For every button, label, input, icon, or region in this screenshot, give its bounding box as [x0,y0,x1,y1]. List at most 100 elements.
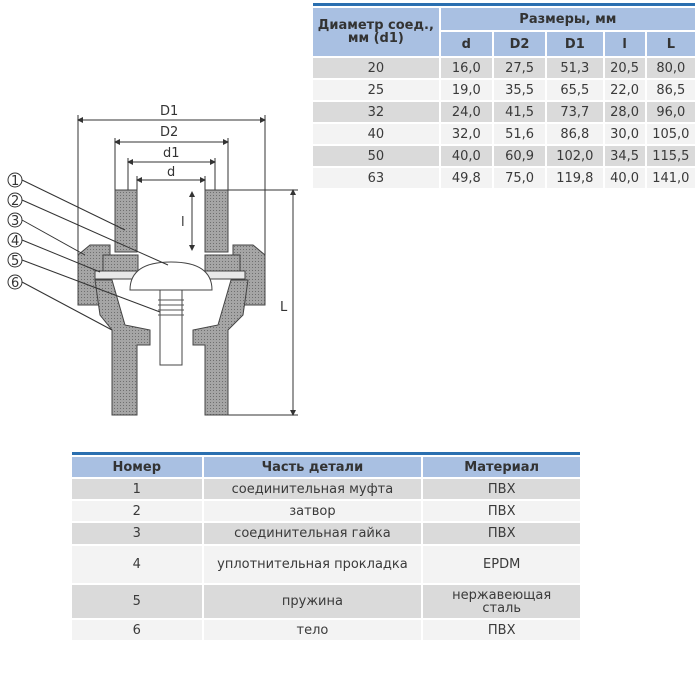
table-cell: 24,0 [440,102,492,122]
table-cell: 65,5 [547,80,603,100]
callout-6: 6 [7,274,23,291]
table-row: 3 соединительная гайка ПВХ [72,523,580,544]
header-col-d: d [440,32,492,56]
dims-table-top-bar [313,3,695,6]
table-cell: пружина [203,585,422,618]
table-cell: 40,0 [440,146,492,166]
table-cell: 96,0 [646,102,695,122]
dim-d1: d1 [163,146,180,161]
dimensions-table: Диаметр соед., мм (d1) Размеры, мм d D2 D1… [311,6,697,190]
table-cell: 20,5 [604,58,645,78]
table-cell: 80,0 [646,58,695,78]
dim-L: L [280,300,288,315]
table-row: 50 40,0 60,9 102,0 34,5 115,5 [313,146,695,166]
header-col-L: L [646,32,695,56]
table-cell: 3 [72,523,202,544]
table-cell: соединительная муфта [203,479,422,499]
table-cell: 30,0 [604,124,645,144]
header-0: Номер [72,457,202,477]
table-row: 5 пружина нержавеющая сталь [72,585,580,618]
svg-text:1: 1 [11,174,19,189]
callouts: 1 2 3 4 5 6 [7,172,23,291]
table-cell: 35,5 [493,80,546,100]
table-cell: 16,0 [440,58,492,78]
table-cell: 32,0 [440,124,492,144]
table-row: 25 19,0 35,5 65,5 22,0 86,5 [313,80,695,100]
table-cell: 40 [313,124,439,144]
table-row: 20 16,0 27,5 51,3 20,5 80,0 [313,58,695,78]
table-cell: 40,0 [604,168,645,188]
table-cell: 73,7 [547,102,603,122]
table-cell: 28,0 [604,102,645,122]
header-diameter: Диаметр соед., мм (d1) [313,8,439,56]
callout-leaders [21,179,169,331]
header-col-l: l [604,32,645,56]
table-cell: нержавеющая сталь [423,585,580,618]
table-cell: 119,8 [547,168,603,188]
dim-d: d [167,165,175,180]
table-cell: 102,0 [547,146,603,166]
table-row: 32 24,0 41,5 73,7 28,0 96,0 [313,102,695,122]
table-cell: 60,9 [493,146,546,166]
table-row: 40 32,0 51,6 86,8 30,0 105,0 [313,124,695,144]
table-cell: 34,5 [604,146,645,166]
table-cell: 41,5 [493,102,546,122]
table-row: 1 соединительная муфта ПВХ [72,479,580,499]
valve-body [77,189,266,416]
header-col-D1: D1 [547,32,603,56]
table-cell: ПВХ [423,479,580,499]
table-cell: 51,6 [493,124,546,144]
valve-disc [94,261,246,366]
table-cell: 20 [313,58,439,78]
svg-text:5: 5 [11,254,19,269]
table-cell: тело [203,620,422,640]
check-valve-drawing: D1 D2 d1 d l L 1 2 3 4 5 6 [7,104,298,416]
table-cell: 2 [72,501,202,521]
table-cell: 75,0 [493,168,546,188]
dimension-lines [77,115,298,416]
table-cell: 49,8 [440,168,492,188]
callout-2: 2 [7,192,23,209]
table-cell: 1 [72,479,202,499]
callout-1: 1 [7,172,23,189]
table-cell: 19,0 [440,80,492,100]
table-cell: ПВХ [423,523,580,544]
table-cell: затвор [203,501,422,521]
table-cell: ПВХ [423,501,580,521]
svg-text:2: 2 [11,194,19,209]
table-cell: 105,0 [646,124,695,144]
table-cell: 6 [72,620,202,640]
table-cell: 22,0 [604,80,645,100]
table-row: 2 затвор ПВХ [72,501,580,521]
table-cell: EPDM [423,546,580,583]
table-cell: 141,0 [646,168,695,188]
table-cell: 86,5 [646,80,695,100]
table-row: 4 уплотнительная прокладка EPDM [72,546,580,583]
table-cell: 63 [313,168,439,188]
svg-text:4: 4 [11,234,19,249]
table-cell: 32 [313,102,439,122]
header-col-D2: D2 [493,32,546,56]
callout-5: 5 [7,252,23,269]
table-row: 63 49,8 75,0 119,8 40,0 141,0 [313,168,695,188]
table-cell: ПВХ [423,620,580,640]
table-cell: соединительная гайка [203,523,422,544]
callout-3: 3 [7,212,23,229]
header-1: Часть детали [203,457,422,477]
parts-table: Номер Часть детали Материал 1 соединительна… [70,455,582,642]
table-cell: 25 [313,80,439,100]
dim-D2: D2 [160,125,178,140]
table-cell: 86,8 [547,124,603,144]
table-cell: 115,5 [646,146,695,166]
header-sizes: Размеры, мм [440,8,695,30]
table-cell: 27,5 [493,58,546,78]
table-cell: 4 [72,546,202,583]
table-cell: 50 [313,146,439,166]
table-cell: 5 [72,585,202,618]
dim-l: l [181,215,185,230]
callout-4: 4 [7,232,23,249]
header-2: Материал [423,457,580,477]
svg-text:6: 6 [11,276,19,291]
table-cell: уплотнительная прокладка [203,546,422,583]
